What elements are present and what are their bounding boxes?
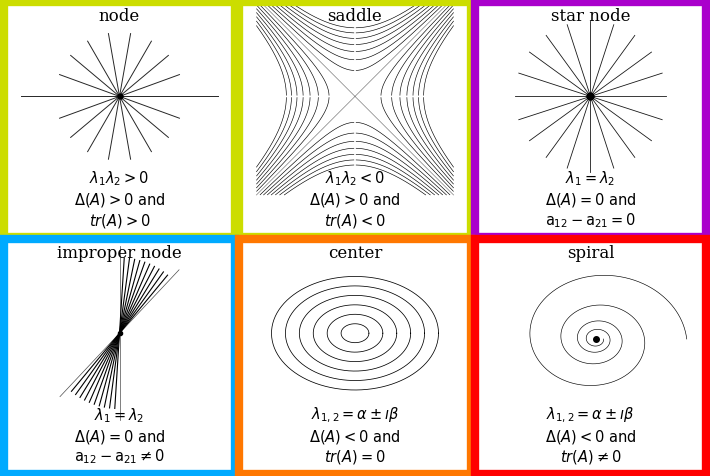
Text: $\Delta(A) < 0$ and: $\Delta(A) < 0$ and bbox=[545, 427, 636, 446]
Text: $tr(A)  = 0$: $tr(A) = 0$ bbox=[324, 448, 386, 466]
Text: $\lambda_1\lambda_2 < 0$: $\lambda_1\lambda_2 < 0$ bbox=[325, 169, 385, 188]
Text: $\Delta(A) = 0$ and: $\Delta(A) = 0$ and bbox=[545, 191, 636, 208]
Text: $tr(A) \neq 0$: $tr(A) \neq 0$ bbox=[559, 448, 621, 466]
Text: $\lambda_1\lambda_2 > 0$: $\lambda_1\lambda_2 > 0$ bbox=[89, 169, 150, 188]
Text: $\lambda_1 = \lambda_2$: $\lambda_1 = \lambda_2$ bbox=[94, 406, 145, 425]
Text: $\Delta(A)> 0$ and: $\Delta(A)> 0$ and bbox=[310, 191, 400, 208]
Text: saddle: saddle bbox=[327, 8, 383, 25]
Text: star node: star node bbox=[551, 8, 630, 25]
Text: $tr(A)  > 0$: $tr(A) > 0$ bbox=[89, 212, 151, 230]
Text: center: center bbox=[328, 245, 382, 262]
Text: $\Delta(A)< 0$ and: $\Delta(A)< 0$ and bbox=[310, 427, 400, 446]
Text: improper node: improper node bbox=[57, 245, 182, 262]
Text: $\lambda_{1,2} = \alpha \pm \imath\beta$: $\lambda_{1,2} = \alpha \pm \imath\beta$ bbox=[311, 405, 399, 425]
Text: $\Delta(A) > 0$ and: $\Delta(A) > 0$ and bbox=[74, 191, 165, 208]
Text: $\mathtt{a}_{12} - \mathtt{a}_{21} \neq 0$: $\mathtt{a}_{12} - \mathtt{a}_{21} \neq … bbox=[74, 448, 165, 466]
Text: $\Delta(A) = 0$ and: $\Delta(A) = 0$ and bbox=[74, 427, 165, 446]
Text: spiral: spiral bbox=[567, 245, 614, 262]
Text: $tr(A) < 0$: $tr(A) < 0$ bbox=[324, 212, 386, 230]
Text: $\mathtt{a}_{12} - \mathtt{a}_{21} = 0$: $\mathtt{a}_{12} - \mathtt{a}_{21} = 0$ bbox=[545, 211, 636, 230]
Text: $\lambda_{1,2} = \alpha \pm \imath\beta$: $\lambda_{1,2} = \alpha \pm \imath\beta$ bbox=[546, 405, 635, 425]
Text: $\lambda_1 = \lambda_2$: $\lambda_1 = \lambda_2$ bbox=[565, 169, 616, 188]
Text: node: node bbox=[99, 8, 140, 25]
